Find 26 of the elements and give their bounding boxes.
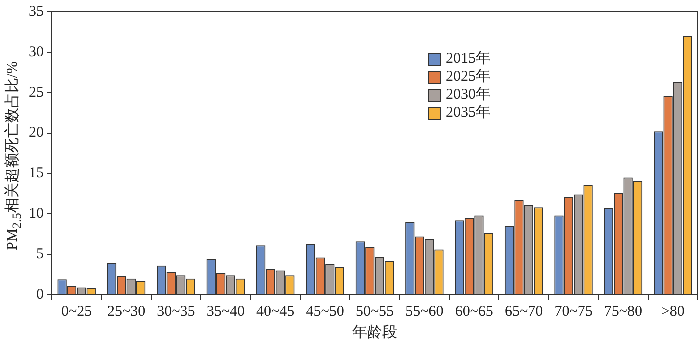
x-tick-label: 75~80 (604, 304, 643, 320)
x-tick-label: 35~40 (206, 304, 245, 320)
x-tick-label: 50~55 (356, 304, 394, 320)
legend-label: 2030年 (446, 86, 491, 104)
x-tick-label: 25~30 (107, 304, 146, 320)
x-tick-label: 55~60 (406, 304, 444, 320)
y-tick-label: 20 (29, 125, 44, 142)
x-tick-label: 40~45 (256, 304, 295, 320)
y-tick-label: 35 (29, 4, 44, 20)
y-tick-label: 0 (36, 286, 44, 303)
x-axis-title: 年龄段 (352, 324, 398, 341)
x-tick-label: 65~70 (505, 304, 544, 320)
x-tick-label: 0~25 (62, 304, 92, 320)
y-tick-label: 10 (29, 206, 44, 222)
x-tick-label: 30~35 (157, 304, 196, 320)
x-tick-label: 60~65 (455, 304, 494, 320)
legend-label: 2015年 (446, 50, 491, 68)
y-tick-label: 15 (29, 166, 44, 182)
legend-label: 2035年 (446, 104, 491, 122)
x-tick-label: 45~50 (306, 304, 344, 320)
x-tick-label: >80 (661, 304, 685, 320)
x-tick-label: 70~75 (554, 304, 593, 320)
y-tick-label: 30 (29, 44, 44, 60)
y-tick-label: 5 (36, 246, 44, 263)
legend-label: 2025年 (446, 68, 491, 86)
y-tick-label: 25 (29, 84, 44, 101)
